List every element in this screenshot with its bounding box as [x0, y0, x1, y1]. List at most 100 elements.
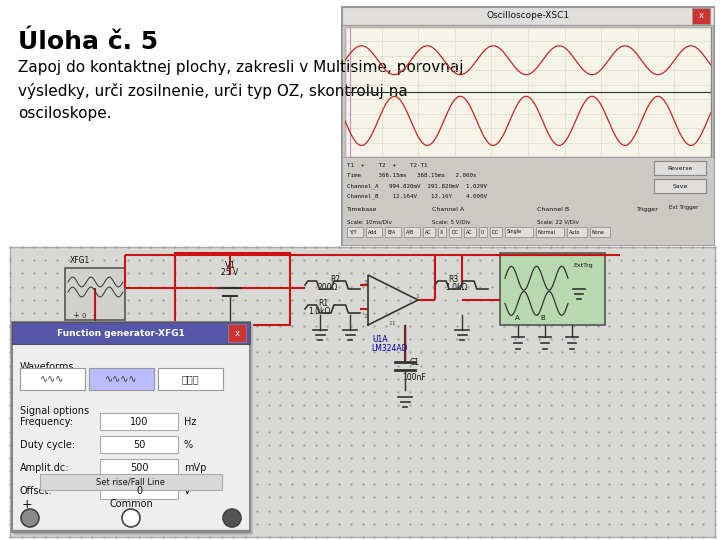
Text: Set rise/Fall Line: Set rise/Fall Line	[96, 477, 166, 487]
Text: Save: Save	[672, 184, 688, 188]
Text: 0: 0	[481, 230, 484, 234]
Text: Channel_B    12.164V    12.16Y    4.000V: Channel_B 12.164V 12.16Y 4.000V	[347, 193, 487, 199]
Text: 25 V: 25 V	[221, 268, 238, 277]
Text: Ext Trigger: Ext Trigger	[670, 205, 698, 210]
Text: Scale: 10ms/Div: Scale: 10ms/Div	[347, 219, 392, 224]
Circle shape	[122, 509, 140, 527]
Text: AC: AC	[425, 230, 431, 234]
Text: 100: 100	[130, 417, 148, 427]
Bar	[423, 227, 435, 237]
Text: A/B: A/B	[406, 230, 415, 234]
Text: DC: DC	[492, 230, 499, 234]
Text: x: x	[698, 11, 703, 21]
Bar	[228, 324, 246, 342]
Bar	[654, 161, 706, 175]
Text: Channel A: Channel A	[432, 207, 464, 212]
Text: 11: 11	[388, 321, 396, 326]
Bar	[12, 322, 250, 532]
Text: 0: 0	[82, 313, 86, 319]
Text: mVp: mVp	[184, 463, 207, 473]
Text: x: x	[235, 328, 240, 338]
Text: Scale: 22 V/Div: Scale: 22 V/Div	[537, 219, 579, 224]
Text: LM324AD: LM324AD	[372, 344, 408, 353]
Text: AC: AC	[466, 230, 472, 234]
Text: Zapoj do kontaktnej plochy, zakresli v Multisime, porovnaj
výsledky, urči zosiln: Zapoj do kontaktnej plochy, zakresli v M…	[18, 60, 464, 121]
Text: 200Ω: 200Ω	[318, 283, 338, 292]
Bar	[345, 27, 711, 157]
Text: R1: R1	[318, 299, 328, 308]
Bar	[347, 227, 363, 237]
Text: Waveforms: Waveforms	[20, 362, 74, 372]
Text: 0: 0	[136, 486, 142, 496]
Text: Auto: Auto	[569, 230, 580, 234]
Text: 500: 500	[130, 463, 148, 473]
Text: 2: 2	[364, 314, 368, 319]
Bar	[342, 7, 714, 25]
Text: V1: V1	[225, 261, 235, 270]
Text: B: B	[540, 315, 545, 321]
Bar	[536, 227, 564, 237]
Bar	[404, 227, 420, 237]
Bar	[20, 368, 85, 390]
Text: Oscilloscope-XSC1: Oscilloscope-XSC1	[487, 11, 570, 21]
Text: T1  +    T2  +    T2-T1: T1 + T2 + T2-T1	[347, 163, 428, 168]
Bar	[505, 227, 533, 237]
Bar	[10, 247, 715, 537]
Text: Trigger: Trigger	[637, 207, 659, 212]
Text: 3: 3	[364, 280, 368, 285]
Text: Normal: Normal	[538, 230, 556, 234]
Bar	[385, 227, 401, 237]
Text: Hz: Hz	[184, 417, 197, 427]
Text: XFG1: XFG1	[70, 256, 90, 265]
Text: Channel B: Channel B	[537, 207, 569, 212]
Text: X: X	[440, 230, 444, 234]
Text: +: +	[22, 497, 32, 510]
Text: Channel_A   994.820mV  291.820mV  1.029V: Channel_A 994.820mV 291.820mV 1.029V	[347, 183, 487, 188]
Bar	[449, 227, 461, 237]
Text: C1: C1	[410, 358, 420, 367]
Text: Frequency:: Frequency:	[20, 417, 73, 427]
Bar	[89, 368, 154, 390]
Bar	[40, 474, 222, 490]
Bar	[464, 227, 476, 237]
Text: Y/T: Y/T	[349, 230, 356, 234]
Text: R2: R2	[330, 275, 340, 284]
Text: ExtTrg: ExtTrg	[574, 264, 593, 268]
Text: Signal options: Signal options	[20, 406, 89, 416]
Text: +: +	[72, 311, 79, 320]
Bar	[567, 227, 587, 237]
Text: 1.0kΩ: 1.0kΩ	[308, 307, 330, 316]
Bar	[158, 368, 223, 390]
Text: Common: Common	[109, 499, 153, 509]
Bar	[479, 227, 487, 237]
Text: ∿∿∿∿: ∿∿∿∿	[105, 374, 138, 384]
Text: 1: 1	[415, 294, 419, 299]
Text: DC: DC	[451, 230, 458, 234]
Bar	[438, 227, 446, 237]
Bar	[100, 436, 178, 453]
Bar	[692, 8, 710, 24]
Bar	[590, 227, 610, 237]
Text: -: -	[93, 311, 96, 320]
Bar	[100, 459, 178, 476]
Bar	[14, 324, 252, 534]
Text: R3: R3	[448, 275, 458, 284]
Bar	[342, 157, 714, 245]
Text: Úloha č. 5: Úloha č. 5	[18, 30, 158, 54]
Text: U1A: U1A	[372, 335, 388, 344]
Bar	[490, 227, 502, 237]
Text: Timebase: Timebase	[347, 207, 377, 212]
Text: 1.0kΩ: 1.0kΩ	[445, 283, 467, 292]
Text: 100nF: 100nF	[402, 373, 426, 382]
Text: Function generator-XFG1: Function generator-XFG1	[57, 328, 185, 338]
Bar	[175, 253, 290, 325]
Text: Scale: 5 V/Div: Scale: 5 V/Div	[432, 219, 470, 224]
Text: Add: Add	[368, 230, 377, 234]
Text: B/A: B/A	[387, 230, 395, 234]
Bar	[342, 7, 714, 245]
Text: 50: 50	[132, 440, 145, 450]
Text: V: V	[184, 486, 191, 496]
Text: XSC: XSC	[545, 239, 560, 248]
Text: Amplit.dc:: Amplit.dc:	[20, 463, 70, 473]
Text: Offset:: Offset:	[20, 486, 53, 496]
